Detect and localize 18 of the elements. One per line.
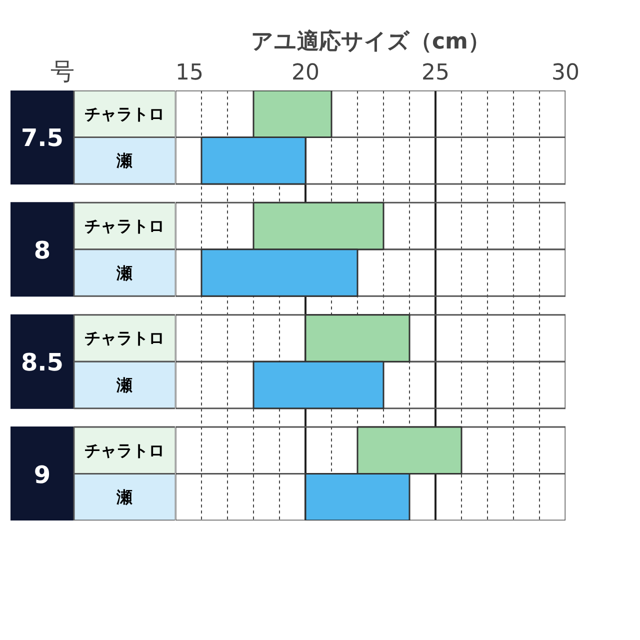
x-tick-label: 15 xyxy=(176,60,204,86)
y-tick-label: チャラトロ xyxy=(84,216,165,236)
text: 8.5 xyxy=(20,348,64,377)
text: 8 xyxy=(34,236,51,264)
chart-title: アユ適応サイズ（cm） xyxy=(251,28,490,54)
x-tick-label: 30 xyxy=(552,60,580,86)
x-tick-label: 25 xyxy=(422,60,450,86)
x-tick-label: 20 xyxy=(292,60,320,86)
text: 号 xyxy=(50,58,74,86)
y-tick-label: 瀬 xyxy=(116,151,133,170)
y-tick-label: チャラトロ xyxy=(84,104,165,124)
y-tick-label: 瀬 xyxy=(116,488,133,507)
y-tick-label: 瀬 xyxy=(116,263,133,282)
text: 9 xyxy=(34,460,51,489)
y-tick-label: チャラトロ xyxy=(84,440,165,460)
y-tick-label: 瀬 xyxy=(116,375,133,394)
text: 7.5 xyxy=(20,124,64,152)
y-tick-label: チャラトロ xyxy=(84,328,165,348)
